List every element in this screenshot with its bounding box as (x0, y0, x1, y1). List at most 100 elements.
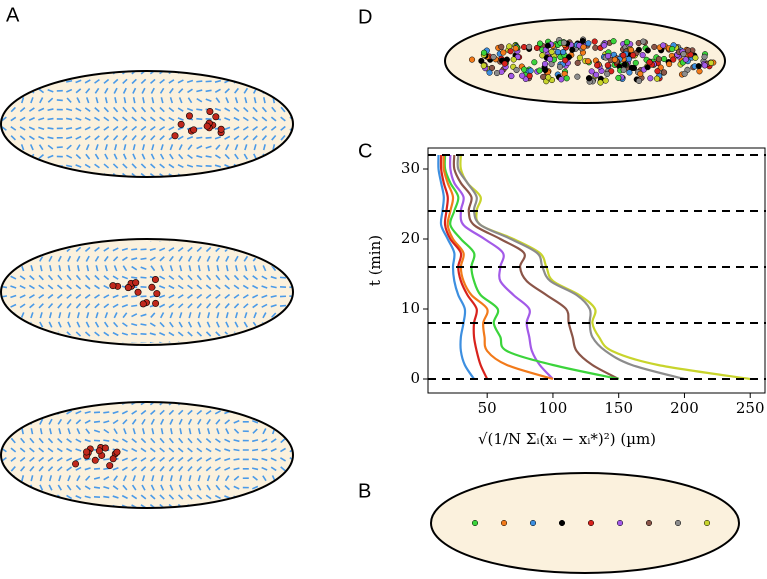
flow-arrow (122, 312, 128, 319)
flow-arrow (103, 126, 110, 131)
cell-dot (670, 56, 677, 63)
flow-arrow (150, 484, 155, 491)
flow-arrow (38, 164, 45, 168)
flow-arrow (10, 321, 17, 328)
flow-arrow (243, 153, 248, 160)
flow-arrow (224, 241, 231, 243)
flow-arrow (196, 97, 203, 103)
cell-dot (501, 60, 508, 67)
cell-dot (635, 77, 643, 84)
flow-arrow (290, 97, 292, 104)
cell-dot (480, 62, 487, 69)
flow-arrow (242, 78, 249, 84)
cell-dot (695, 63, 702, 70)
flow-arrow (150, 87, 155, 94)
flow-arrow (233, 116, 240, 122)
flow-arrow (47, 88, 54, 93)
flow-arrow (84, 331, 91, 337)
flow-arrow (29, 303, 35, 309)
flow-arrow (261, 341, 268, 343)
flow-arrow (84, 163, 91, 169)
flow-arrow (10, 116, 17, 122)
flow-arrow (271, 265, 277, 272)
flow-arrow (224, 107, 231, 112)
flow-arrow (10, 437, 16, 444)
y-tick-label: 10 (401, 299, 420, 317)
flow-arrow (121, 466, 128, 472)
flow-arrow (104, 87, 109, 94)
flow-arrow (56, 403, 63, 406)
flow-arrow (131, 295, 138, 298)
flow-arrow (149, 116, 156, 122)
flow-arrow (131, 248, 138, 251)
flow-arrow (196, 246, 203, 253)
flow-arrow (280, 163, 286, 169)
flow-arrow (159, 126, 166, 131)
flow-arrow (214, 457, 221, 462)
flow-arrow (159, 72, 166, 75)
flow-arrow (10, 466, 16, 472)
flow-arrow (270, 438, 277, 443)
flow-arrow (289, 241, 292, 242)
flow-arrow (233, 439, 240, 443)
flow-arrow (47, 108, 54, 112)
flow-arrow (19, 456, 26, 462)
flow-arrow (49, 428, 52, 435)
cell-dot (203, 122, 211, 130)
cell-dot (468, 56, 476, 63)
flow-arrow (225, 428, 230, 435)
flow-arrow (113, 87, 118, 94)
embryo-outline (0, 238, 294, 346)
cell-dot (526, 72, 533, 79)
cell-dot (569, 46, 576, 53)
flow-arrow (38, 126, 45, 131)
flow-arrow (29, 456, 35, 462)
flow-arrow (207, 265, 210, 272)
flow-arrow (121, 294, 129, 298)
flow-arrow (19, 107, 26, 113)
flow-arrow (93, 476, 101, 480)
flow-arrow (186, 136, 194, 140)
flow-arrow (289, 172, 292, 176)
flow-arrow (28, 107, 35, 112)
flow-arrow (280, 466, 286, 472)
flow-arrow (168, 331, 175, 337)
cell-dot (579, 37, 586, 45)
flow-arrow (85, 97, 90, 104)
flow-arrow (140, 494, 147, 500)
flow-arrow (205, 504, 212, 507)
flow-arrow (75, 457, 82, 462)
flow-arrow (140, 72, 147, 75)
flow-arrow (65, 136, 73, 140)
flow-arrow (19, 331, 26, 337)
flow-arrow (168, 275, 175, 281)
flow-arrow (224, 419, 231, 425)
panel-b (430, 472, 740, 574)
flow-arrow (205, 155, 212, 158)
flow-arrow (76, 321, 81, 328)
flow-arrow (121, 457, 128, 462)
cell-dot (177, 120, 185, 128)
flow-arrow (270, 275, 277, 280)
flow-arrow (30, 97, 34, 104)
flow-arrow (95, 265, 99, 272)
flow-arrow (30, 265, 34, 272)
flow-arrow (290, 153, 292, 160)
flow-arrow (252, 241, 259, 243)
cell-dot (660, 42, 667, 49)
flow-arrow (103, 255, 109, 262)
flow-arrow (56, 99, 63, 102)
flow-arrow (29, 503, 35, 507)
flow-arrow (243, 321, 248, 328)
cell-dot (602, 77, 609, 84)
cell-dot (148, 283, 156, 291)
flow-arrow (56, 340, 63, 343)
flow-arrow (215, 144, 221, 150)
flow-arrow (141, 153, 146, 160)
flow-arrow (39, 475, 43, 482)
cell-dot (498, 43, 505, 50)
cell-dot (588, 68, 595, 75)
flow-arrow (19, 275, 26, 280)
flow-arrow (38, 246, 45, 252)
flow-arrow (10, 341, 17, 343)
